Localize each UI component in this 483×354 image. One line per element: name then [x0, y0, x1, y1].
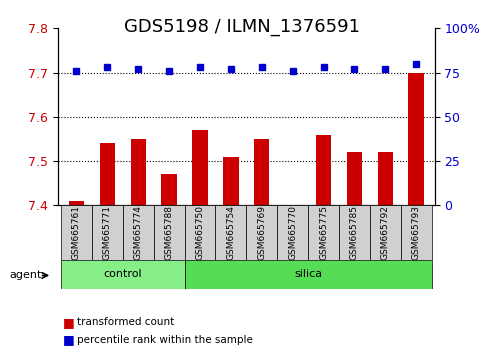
FancyBboxPatch shape: [308, 205, 339, 260]
Bar: [130, 139, 146, 205]
Text: GSM665754: GSM665754: [227, 205, 235, 260]
FancyBboxPatch shape: [185, 260, 432, 289]
Text: silica: silica: [294, 269, 322, 279]
Bar: [223, 157, 239, 205]
FancyBboxPatch shape: [185, 205, 215, 260]
Text: percentile rank within the sample: percentile rank within the sample: [77, 335, 253, 345]
FancyBboxPatch shape: [61, 205, 92, 260]
Text: transformed count: transformed count: [77, 317, 174, 327]
Bar: [316, 135, 331, 205]
Text: ■: ■: [63, 316, 74, 329]
FancyBboxPatch shape: [277, 205, 308, 260]
FancyBboxPatch shape: [123, 205, 154, 260]
FancyBboxPatch shape: [339, 205, 370, 260]
Text: agent: agent: [10, 270, 42, 280]
FancyBboxPatch shape: [246, 205, 277, 260]
Text: GSM665750: GSM665750: [196, 205, 204, 260]
Text: GSM665785: GSM665785: [350, 205, 359, 260]
Text: GSM665771: GSM665771: [103, 205, 112, 260]
Text: GSM665788: GSM665788: [165, 205, 173, 260]
Bar: [99, 143, 115, 205]
Text: GSM665761: GSM665761: [72, 205, 81, 260]
Text: ■: ■: [63, 333, 74, 346]
Text: control: control: [103, 269, 142, 279]
FancyBboxPatch shape: [401, 205, 432, 260]
FancyBboxPatch shape: [370, 205, 401, 260]
Bar: [378, 152, 393, 205]
Text: GSM665769: GSM665769: [257, 205, 266, 260]
Text: GDS5198 / ILMN_1376591: GDS5198 / ILMN_1376591: [124, 18, 359, 36]
Bar: [409, 73, 424, 205]
FancyBboxPatch shape: [154, 205, 185, 260]
Text: GSM665792: GSM665792: [381, 205, 390, 260]
Text: GSM665770: GSM665770: [288, 205, 297, 260]
Bar: [347, 152, 362, 205]
Bar: [161, 175, 177, 205]
Bar: [254, 139, 270, 205]
Text: GSM665775: GSM665775: [319, 205, 328, 260]
Bar: [69, 201, 84, 205]
FancyBboxPatch shape: [61, 260, 185, 289]
FancyBboxPatch shape: [215, 205, 246, 260]
Text: GSM665774: GSM665774: [134, 205, 143, 260]
Text: GSM665793: GSM665793: [412, 205, 421, 260]
FancyBboxPatch shape: [92, 205, 123, 260]
Bar: [192, 130, 208, 205]
